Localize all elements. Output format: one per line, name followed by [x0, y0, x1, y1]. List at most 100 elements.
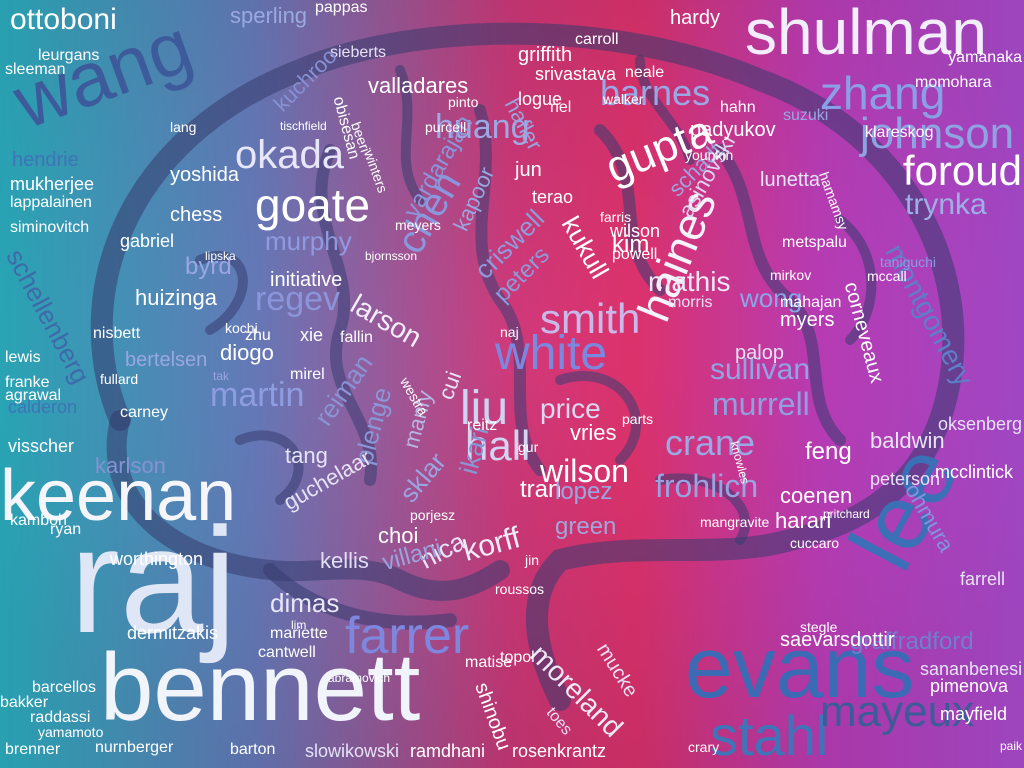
- word-163: suzuki: [783, 107, 829, 124]
- word-38: mathis: [648, 266, 731, 297]
- word-94: sperling: [230, 3, 308, 28]
- word-121: mukherjee: [10, 174, 95, 194]
- word-119: carney: [120, 404, 169, 421]
- word-148: topol: [500, 649, 535, 666]
- word-10: farrer: [345, 607, 470, 665]
- word-23: wilson: [540, 453, 629, 489]
- word-189: roussos: [495, 581, 545, 597]
- word-5: shulman: [745, 0, 987, 68]
- word-93: valladares: [368, 73, 469, 98]
- word-183: taniguchi: [880, 254, 937, 270]
- word-8: stahl: [710, 704, 829, 767]
- word-188: porjesz: [410, 507, 456, 523]
- word-26: murrell: [712, 386, 810, 422]
- word-181: mirkov: [770, 267, 812, 283]
- word-74: saevarsdottir: [780, 629, 895, 651]
- word-166: pinto: [448, 94, 479, 110]
- word-31: martin: [210, 376, 305, 414]
- word-120: karlson: [95, 453, 166, 478]
- word-46: kim: [612, 231, 650, 258]
- word-61: tang: [285, 443, 328, 468]
- word-95: pappas: [315, 0, 368, 16]
- word-105: yoshida: [170, 164, 239, 186]
- word-162: metspalu: [782, 234, 847, 251]
- word-168: lang: [170, 119, 197, 135]
- word-85: momohara: [915, 74, 992, 91]
- word-141: yamamoto: [38, 724, 104, 740]
- word-178: mangravite: [700, 514, 770, 530]
- word-48: vries: [570, 420, 617, 445]
- word-70: myers: [780, 309, 835, 331]
- word-133: ryan: [50, 521, 82, 538]
- word-80: oksenberg: [937, 414, 1022, 434]
- word-65: baldwin: [870, 428, 945, 453]
- word-191: stegle: [800, 619, 838, 635]
- word-165: walker: [603, 91, 644, 107]
- word-78: farrell: [960, 569, 1006, 589]
- word-111: huizinga: [135, 285, 217, 310]
- word-99: riel: [550, 99, 572, 116]
- word-3: evans: [685, 620, 915, 716]
- word-145: ramdhani: [410, 741, 486, 761]
- word-81: lunetta: [760, 169, 821, 191]
- word-109: murphy: [265, 226, 352, 256]
- word-194: abramovich: [328, 671, 391, 685]
- word-21: liu: [460, 382, 509, 435]
- word-64: feng: [805, 438, 852, 465]
- word-88: neale: [625, 64, 665, 81]
- word-84: klareskog: [865, 124, 934, 141]
- word-193: lim: [291, 618, 307, 632]
- word-122: lappalainen: [10, 194, 92, 211]
- word-49: green: [555, 513, 617, 540]
- word-118: fullard: [100, 371, 139, 387]
- word-73: graffradford: [850, 628, 974, 655]
- word-157: naj: [500, 324, 519, 340]
- word-134: worthington: [110, 549, 204, 569]
- word-96: sieberts: [330, 44, 387, 61]
- word-131: visscher: [8, 436, 75, 456]
- word-39: wong: [740, 283, 803, 313]
- word-7: white: [495, 327, 608, 380]
- word-83: hahn: [720, 99, 756, 116]
- word-174: mirel: [290, 366, 325, 383]
- word-158: reitz: [467, 417, 498, 434]
- word-34: trynka: [905, 188, 987, 221]
- word-79: mcclintick: [935, 462, 1014, 482]
- word-124: leurgans: [38, 47, 100, 64]
- word-190: jin: [525, 552, 540, 568]
- word-139: bakker: [0, 694, 49, 711]
- word-130: calderon: [8, 397, 78, 417]
- word-20: smith: [540, 295, 641, 342]
- word-35: dimas: [270, 588, 340, 618]
- word-50: tran: [520, 476, 562, 503]
- word-13: foroud: [902, 147, 1022, 194]
- word-143: barton: [230, 741, 276, 758]
- word-66: peterson: [870, 469, 941, 489]
- word-9: mayeux: [820, 687, 975, 736]
- word-175: tak: [213, 369, 230, 383]
- word-27: sullivan: [710, 353, 811, 386]
- word-86: yamanaka: [948, 49, 1022, 66]
- word-107: gabriel: [120, 231, 175, 251]
- word-101: terao: [532, 187, 574, 207]
- word-91: srivastava: [535, 64, 617, 84]
- word-116: fallin: [340, 329, 373, 346]
- word-132: kamboh: [10, 512, 67, 529]
- word-115: xie: [300, 325, 324, 345]
- word-146: rosenkrantz: [512, 741, 607, 761]
- word-106: chess: [170, 204, 223, 226]
- word-112: nisbett: [93, 325, 141, 342]
- word-28: barnes: [600, 72, 711, 113]
- word-11: zhang: [820, 67, 946, 119]
- word-144: slowikowski: [305, 741, 400, 761]
- word-147: nurnberger: [95, 739, 174, 756]
- word-142: brenner: [5, 741, 61, 758]
- word-114: zhu: [245, 327, 271, 344]
- word-138: barcellos: [32, 679, 97, 696]
- word-167: purcell: [425, 119, 467, 135]
- word-135: dermitzakis: [127, 623, 219, 643]
- word-149: matise: [465, 654, 513, 671]
- word-89: carroll: [575, 31, 619, 48]
